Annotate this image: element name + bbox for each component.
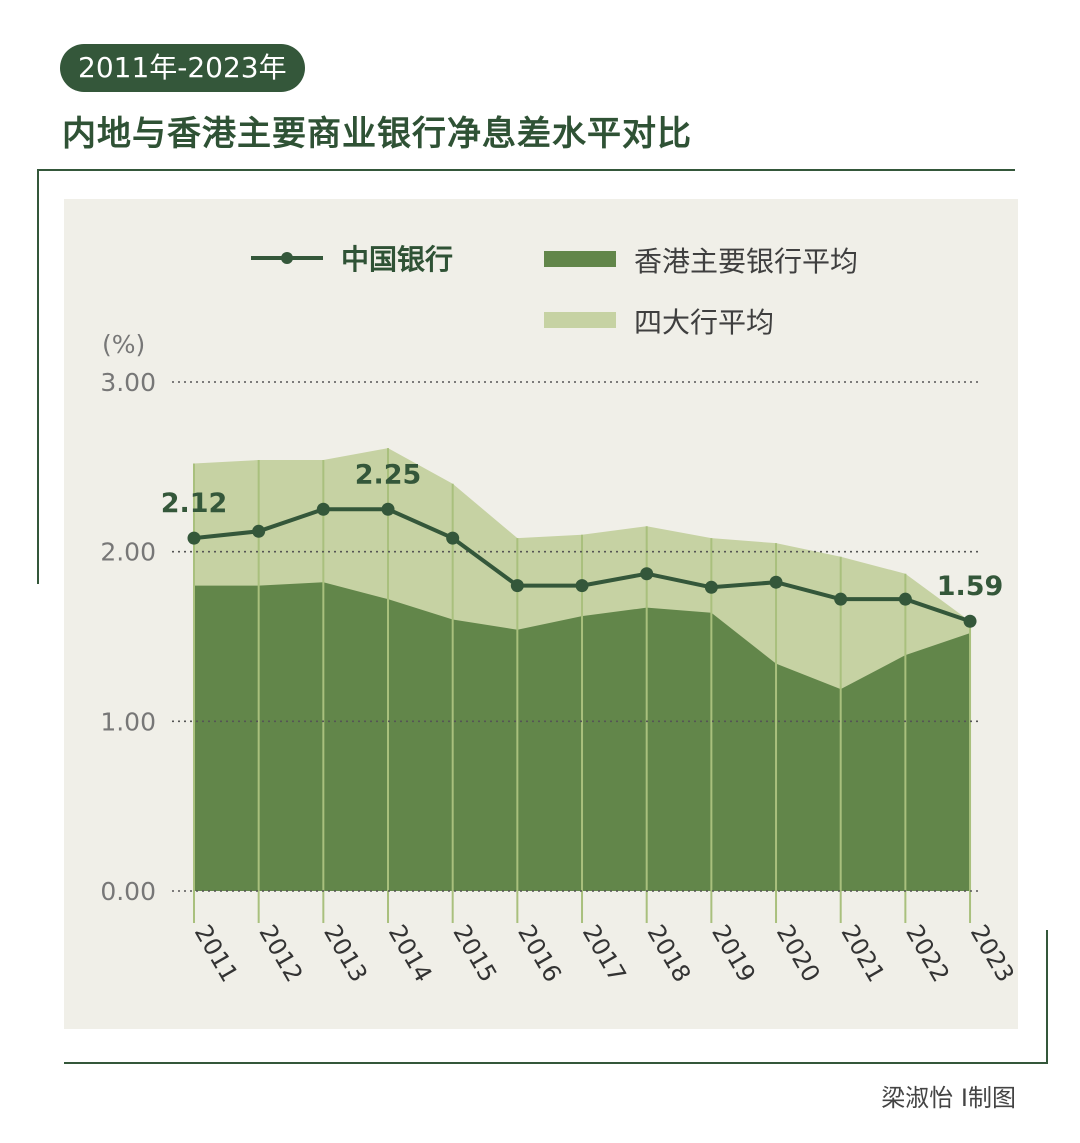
x-tick-label: 2018 [641, 920, 696, 987]
x-tick-label: 2013 [318, 920, 373, 987]
boc-point-2022 [898, 592, 912, 606]
data-label: 2.25 [355, 459, 422, 490]
x-tick-label: 2017 [577, 920, 632, 987]
frame-line-right [1046, 930, 1048, 1063]
x-tick-label: 2011 [189, 920, 244, 987]
legend-boc-marker [281, 252, 293, 264]
data-labels: 2.12 2.25 1.59 [161, 459, 1004, 602]
y-tick-label: 0.00 [100, 877, 156, 906]
credit-text: 梁淑怡 I制图 [881, 1084, 1016, 1112]
gridlines [172, 381, 979, 892]
x-tick-label: 2023 [965, 920, 1018, 987]
boc-point-2017 [575, 579, 589, 593]
boc-point-2023 [963, 614, 977, 628]
boc-point-2018 [640, 567, 654, 581]
boc-point-2020 [769, 575, 783, 589]
legend-big4-swatch [544, 312, 616, 328]
legend-hk-label: 香港主要银行平均 [634, 245, 858, 278]
y-tick-label: 2.00 [100, 538, 156, 567]
frame-line-bottom [64, 1062, 1048, 1064]
legend-item-hk: 香港主要银行平均 [544, 245, 858, 278]
x-tick-label: 2020 [771, 920, 826, 987]
year-guides [193, 448, 972, 923]
period-badge: 2011年-2023年 [60, 44, 305, 92]
data-label: 2.12 [161, 488, 228, 519]
boc-point-2016 [510, 579, 524, 593]
boc-point-2011 [187, 531, 201, 545]
data-label: 1.59 [937, 571, 1004, 602]
frame-line-left [37, 169, 39, 584]
boc-point-2012 [252, 524, 266, 538]
legend-item-big4: 四大行平均 [544, 306, 774, 339]
page-title: 内地与香港主要商业银行净息差水平对比 [62, 114, 692, 154]
x-tick-label: 2012 [253, 920, 308, 987]
legend-item-boc: 中国银行 [251, 243, 453, 276]
boc-line-layer [187, 502, 977, 628]
legend-big4-label: 四大行平均 [634, 306, 774, 339]
x-tick-label: 2022 [900, 920, 955, 987]
legend: 中国银行 香港主要银行平均 四大行平均 [251, 243, 858, 339]
y-axis: 0.00 1.00 2.00 3.00 [100, 368, 156, 906]
frame-line-top [37, 169, 1015, 171]
boc-point-2019 [704, 580, 718, 594]
x-tick-label: 2014 [383, 920, 438, 987]
y-tick-label: 1.00 [100, 707, 156, 736]
boc-point-2021 [834, 592, 848, 606]
boc-point-2015 [446, 531, 460, 545]
y-unit-label: (%) [102, 330, 145, 359]
nim-comparison-chart: 中国银行 香港主要银行平均 四大行平均 (%) 0.00 1.00 2.00 3.00… [100, 243, 1018, 987]
x-axis: 2011 2012 2013 2014 2015 2016 2017 2018 2019 2020… [189, 920, 1018, 987]
x-tick-label: 2021 [836, 920, 891, 987]
boc-point-2014 [381, 502, 395, 516]
x-tick-label: 2015 [447, 920, 502, 987]
boc-point-2013 [316, 502, 330, 516]
legend-hk-swatch [544, 251, 616, 267]
x-tick-label: 2016 [512, 920, 567, 987]
legend-boc-label: 中国银行 [341, 243, 453, 276]
y-tick-label: 3.00 [100, 368, 156, 397]
x-tick-label: 2019 [706, 920, 761, 987]
